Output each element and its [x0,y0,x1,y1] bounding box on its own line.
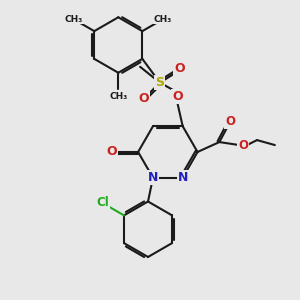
Text: CH₃: CH₃ [154,15,172,24]
Text: N: N [178,171,188,184]
Text: O: O [106,146,117,158]
Text: O: O [139,92,149,105]
Text: O: O [238,139,248,152]
Text: O: O [225,115,235,128]
Text: CH₃: CH₃ [109,92,128,101]
Text: CH₃: CH₃ [64,15,83,24]
Text: Cl: Cl [96,196,109,209]
Text: O: O [174,62,185,75]
Text: S: S [155,76,164,89]
Text: O: O [172,90,183,103]
Text: N: N [148,171,158,184]
